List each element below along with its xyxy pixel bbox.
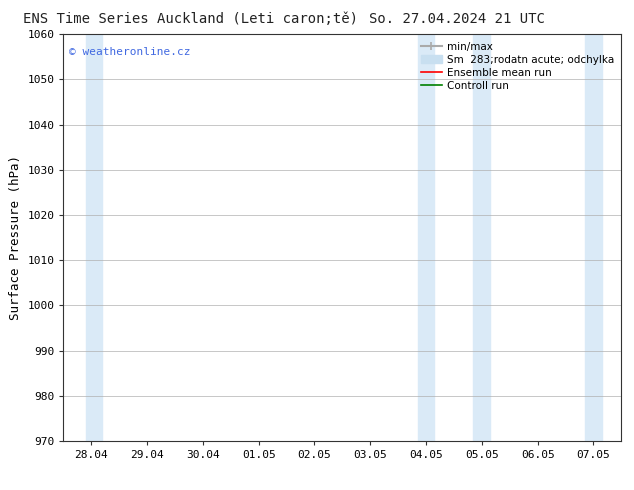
Legend: min/max, Sm  283;rodatn acute; odchylka, Ensemble mean run, Controll run: min/max, Sm 283;rodatn acute; odchylka, … [417, 37, 618, 95]
Bar [86, 34, 103, 441]
Bar [474, 34, 490, 441]
Bar [418, 34, 434, 441]
Text: © weatheronline.cz: © weatheronline.cz [69, 47, 190, 56]
Y-axis label: Surface Pressure (hPa): Surface Pressure (hPa) [9, 155, 22, 320]
Text: So. 27.04.2024 21 UTC: So. 27.04.2024 21 UTC [368, 12, 545, 26]
Text: ENS Time Series Auckland (Leti caron;tě): ENS Time Series Auckland (Leti caron;tě) [23, 12, 358, 26]
Bar [585, 34, 602, 441]
